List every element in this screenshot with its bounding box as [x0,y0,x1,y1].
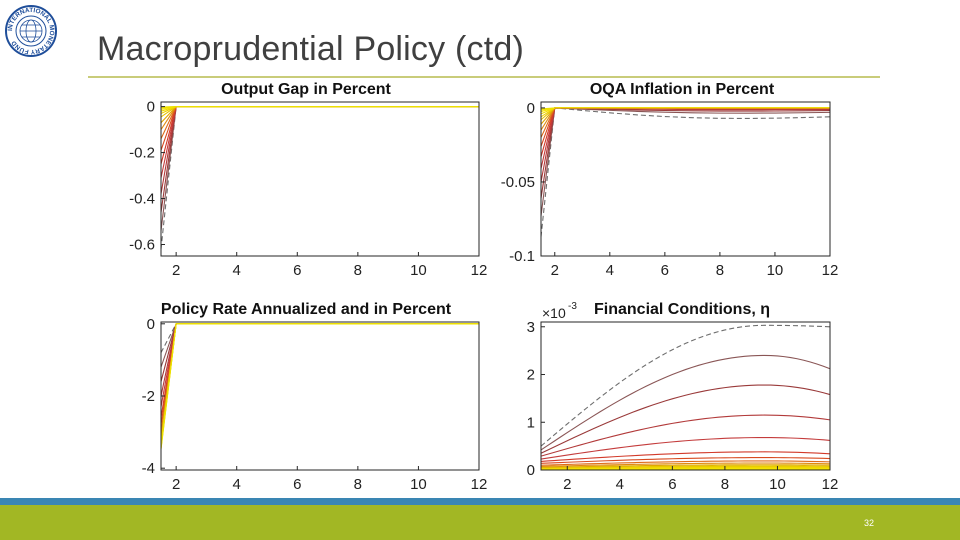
x-tick-label: 8 [716,262,724,279]
footer-blue-band [0,498,960,505]
x-tick-label: 4 [616,476,624,493]
y-tick-label: -2 [142,388,155,405]
globe-icon [19,19,43,43]
series-line [160,323,479,450]
x-tick-label: 6 [293,476,301,493]
chart-output-gap: Output Gap in Percent 2 4 6 8 10 12 0 -0.2 -0.4 -0… [129,81,488,279]
axis-exponent-base: ×10 [542,305,566,321]
plot-area [161,102,479,256]
series-line [540,465,831,469]
x-tick-label: 2 [551,262,559,279]
series-line [540,384,831,454]
series-line [540,462,831,467]
y-tick-label: 0 [147,99,155,116]
x-tick-label: 6 [668,476,676,493]
y-tick-label: 0 [147,316,155,333]
series-line [540,107,831,237]
y-tick-label: -4 [142,460,155,477]
y-tick-label: -0.2 [129,145,155,162]
y-tick-label: -0.05 [501,174,535,191]
slide-title: Macroprudential Policy (ctd) [97,30,524,68]
y-tick-label: 0 [527,100,535,117]
imf-logo: INTERNATIONAL MONETARY FUND [5,5,57,57]
chart-title: Output Gap in Percent [221,81,391,98]
y-tick-label: -0.6 [129,237,155,254]
x-tick-label: 2 [563,476,571,493]
chart-title: OQA Inflation in Percent [590,81,775,98]
y-tick-label: 3 [527,319,535,336]
x-tick-label: 10 [410,476,427,493]
x-tick-label: 12 [471,262,488,279]
series-line [540,457,831,464]
plot-frame [540,321,831,471]
x-tick-label: 2 [172,476,180,493]
y-tick-label: 1 [527,414,535,431]
title-underline [88,76,880,78]
y-tick-label: -0.4 [129,191,155,208]
plot-frame [160,101,480,257]
chart-title: Financial Conditions, η [594,301,770,318]
series-line [540,466,831,470]
slide-number: 32 [864,518,875,528]
x-tick-label: 4 [606,262,614,279]
series-line [540,451,831,462]
plot-area [541,102,830,256]
x-tick-label: 4 [233,262,241,279]
x-tick-label: 8 [354,262,362,279]
series-line [540,464,831,468]
x-tick-label: 2 [172,262,180,279]
chart-policy-rate: Policy Rate Annualized and in Percent 2 4 6… [142,301,488,493]
x-tick-label: 6 [293,262,301,279]
x-tick-label: 12 [471,476,488,493]
chart-title: Policy Rate Annualized and in Percent [161,301,452,318]
axis-exponent-power: -3 [568,301,577,312]
series-line [540,414,831,457]
y-tick-label: 0 [527,462,535,479]
plot-area [161,322,479,470]
x-tick-label: 6 [661,262,669,279]
series-line [540,324,831,447]
plot-area [541,322,830,470]
x-tick-label: 10 [769,476,786,493]
series-line [540,354,831,451]
x-tick-label: 8 [721,476,729,493]
x-tick-label: 10 [410,262,427,279]
x-tick-label: 4 [233,476,241,493]
x-tick-label: 12 [822,476,839,493]
x-tick-label: 10 [767,262,784,279]
x-tick-label: 8 [354,476,362,493]
series-line [540,460,831,466]
y-tick-label: 2 [527,367,535,384]
series-line [540,107,830,110]
y-tick-label: -0.1 [509,248,535,265]
x-tick-label: 12 [822,262,839,279]
footer-green-band [0,505,960,540]
chart-oqa-inflation: OQA Inflation in Percent 2 4 6 8 10 12 0 -0.05 -0… [501,81,839,279]
plot-frame [540,101,831,257]
series-line [540,436,831,460]
